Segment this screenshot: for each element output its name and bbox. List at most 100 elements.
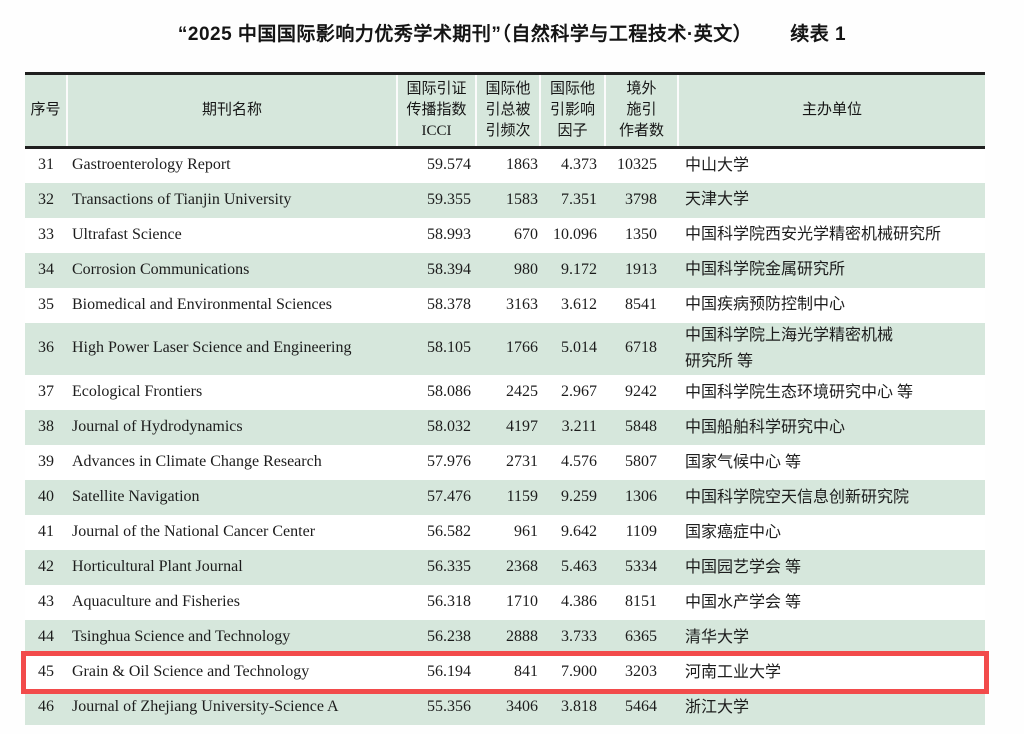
cell-authors: 1913 <box>625 260 657 278</box>
cell-org: 中国疾病预防控制中心 <box>685 295 846 313</box>
page-title: “2025 中国国际影响力优秀学术期刊”（自然科学与工程技术·英文） 续表 1 <box>0 21 1024 49</box>
cell-seq: 33 <box>38 225 54 243</box>
cell-seq: 31 <box>38 156 54 174</box>
cell-authors: 3203 <box>625 663 657 681</box>
cell-impact: 4.576 <box>561 453 597 471</box>
cell-cites: 2731 <box>506 453 538 471</box>
cell-cites: 670 <box>514 225 538 243</box>
table-row: 34 Corrosion Communications 58.394 980 9.172… <box>25 252 985 288</box>
cell-seq: 45 <box>38 663 54 681</box>
cell-icci: 59.574 <box>427 156 471 174</box>
table-header-row: 序号 期刊名称 国际引证 传播指数 ICCI 国际他 引总被 引频次 国际他 引影响 因… <box>25 73 985 148</box>
cell-icci: 56.238 <box>427 628 471 646</box>
cell-authors: 1109 <box>625 523 657 541</box>
cell-impact: 9.259 <box>561 488 597 506</box>
cell-icci: 56.194 <box>427 663 471 681</box>
column-header-name: 期刊名称 <box>66 73 397 148</box>
cell-icci: 57.476 <box>427 488 471 506</box>
cell-icci: 56.582 <box>427 523 471 541</box>
cell-org: 中国科学院空天信息创新研究院 <box>685 488 910 506</box>
cell-seq: 44 <box>38 628 54 646</box>
table-row: 40 Satellite Navigation 57.476 1159 9.259 130… <box>25 480 985 516</box>
cell-seq: 38 <box>38 418 54 436</box>
cell-icci: 57.976 <box>427 453 471 471</box>
cell-org: 中山大学 <box>685 156 750 174</box>
cell-icci: 59.355 <box>427 190 471 208</box>
cell-icci: 56.335 <box>427 558 471 576</box>
cell-org: 河南工业大学 <box>685 663 782 681</box>
cell-name: Ultrafast Science <box>72 225 182 243</box>
cell-cites: 980 <box>514 260 538 278</box>
cell-impact: 3.211 <box>561 418 597 436</box>
cell-name: Horticultural Plant Journal <box>72 558 243 576</box>
cell-impact: 2.967 <box>561 383 597 401</box>
cell-authors: 6718 <box>625 339 657 357</box>
cell-seq: 39 <box>38 453 54 471</box>
table-row: 42 Horticultural Plant Journal 56.335 2368 5… <box>25 550 985 586</box>
cell-org: 中国科学院金属研究所 <box>685 260 846 278</box>
cell-cites: 1583 <box>506 190 538 208</box>
cell-org: 清华大学 <box>685 628 750 646</box>
table-row: 32 Transactions of Tianjin University 59.3… <box>25 182 985 218</box>
cell-org: 中国科学院上海光学精密机械 研究所 等 <box>685 326 894 370</box>
cell-name: High Power Laser Science and Engineering <box>72 339 352 357</box>
cell-name: Transactions of Tianjin University <box>72 190 292 208</box>
table-row: 39 Advances in Climate Change Research 57.… <box>25 445 985 481</box>
page-title-suffix: 续表 1 <box>790 24 847 45</box>
cell-name: Advances in Climate Change Research <box>72 453 322 471</box>
cell-name: Journal of Hydrodynamics <box>72 418 243 436</box>
cell-name: Tsinghua Science and Technology <box>72 628 291 646</box>
cell-name: Biomedical and Environmental Sciences <box>72 295 332 313</box>
cell-org: 天津大学 <box>685 190 750 208</box>
table-row: 37 Ecological Frontiers 58.086 2425 2.967 924… <box>25 375 985 411</box>
cell-authors: 5464 <box>625 698 657 716</box>
cell-impact: 7.900 <box>561 663 597 681</box>
cell-name: Satellite Navigation <box>72 488 200 506</box>
column-header-org: 主办单位 <box>677 73 985 148</box>
cell-icci: 58.105 <box>427 339 471 357</box>
cell-authors: 10325 <box>617 156 657 174</box>
cell-impact: 9.172 <box>561 260 597 278</box>
cell-icci: 58.394 <box>427 260 471 278</box>
cell-name: Corrosion Communications <box>72 260 250 278</box>
cell-org: 浙江大学 <box>685 698 750 716</box>
page-title-main: “2025 中国国际影响力优秀学术期刊”（自然科学与工程技术·英文） <box>177 24 753 45</box>
cell-cites: 1159 <box>506 488 538 506</box>
cell-cites: 2888 <box>506 628 538 646</box>
cell-seq: 42 <box>38 558 54 576</box>
cell-impact: 3.612 <box>561 295 597 313</box>
cell-authors: 5334 <box>625 558 657 576</box>
table-row: 44 Tsinghua Science and Technology 56.238 2… <box>25 620 985 656</box>
cell-authors: 1350 <box>625 225 657 243</box>
cell-impact: 4.373 <box>561 156 597 174</box>
cell-seq: 36 <box>38 339 54 357</box>
cell-seq: 35 <box>38 295 54 313</box>
cell-name: Journal of the National Cancer Center <box>72 523 316 541</box>
cell-cites: 1863 <box>506 156 538 174</box>
cell-org: 国家气候中心 等 <box>685 453 802 471</box>
column-header-seq: 序号 <box>25 73 67 148</box>
cell-cites: 961 <box>514 523 538 541</box>
cell-name: Grain & Oil Science and Technology <box>72 663 310 681</box>
table-row-highlighted: 45 Grain & Oil Science and Technology 56.1… <box>21 651 989 695</box>
cell-org: 中国园艺学会 等 <box>685 558 802 576</box>
cell-org: 国家癌症中心 <box>685 523 782 541</box>
column-header-impact: 国际他 引影响 因子 <box>539 73 605 148</box>
table-row: 46 Journal of Zhejiang University-Science… <box>25 690 985 726</box>
cell-seq: 41 <box>38 523 54 541</box>
table-row: 41 Journal of the National Cancer Center 5… <box>25 515 985 551</box>
cell-impact: 7.351 <box>561 190 597 208</box>
cell-name: Journal of Zhejiang University-Science A <box>72 698 339 716</box>
cell-cites: 4197 <box>506 418 538 436</box>
cell-authors: 5807 <box>625 453 657 471</box>
cell-impact: 10.096 <box>553 225 597 243</box>
table-row: 31 Gastroenterology Report 59.574 1863 4.373… <box>25 147 985 183</box>
cell-seq: 32 <box>38 190 54 208</box>
cell-impact: 3.818 <box>561 698 597 716</box>
table-row: 36 High Power Laser Science and Engineeri… <box>25 322 985 376</box>
cell-authors: 1306 <box>625 488 657 506</box>
cell-cites: 1766 <box>506 339 538 357</box>
cell-cites: 3163 <box>506 295 538 313</box>
cell-org: 中国船舶科学研究中心 <box>685 418 846 436</box>
column-header-authors: 境外 施引 作者数 <box>604 73 678 148</box>
